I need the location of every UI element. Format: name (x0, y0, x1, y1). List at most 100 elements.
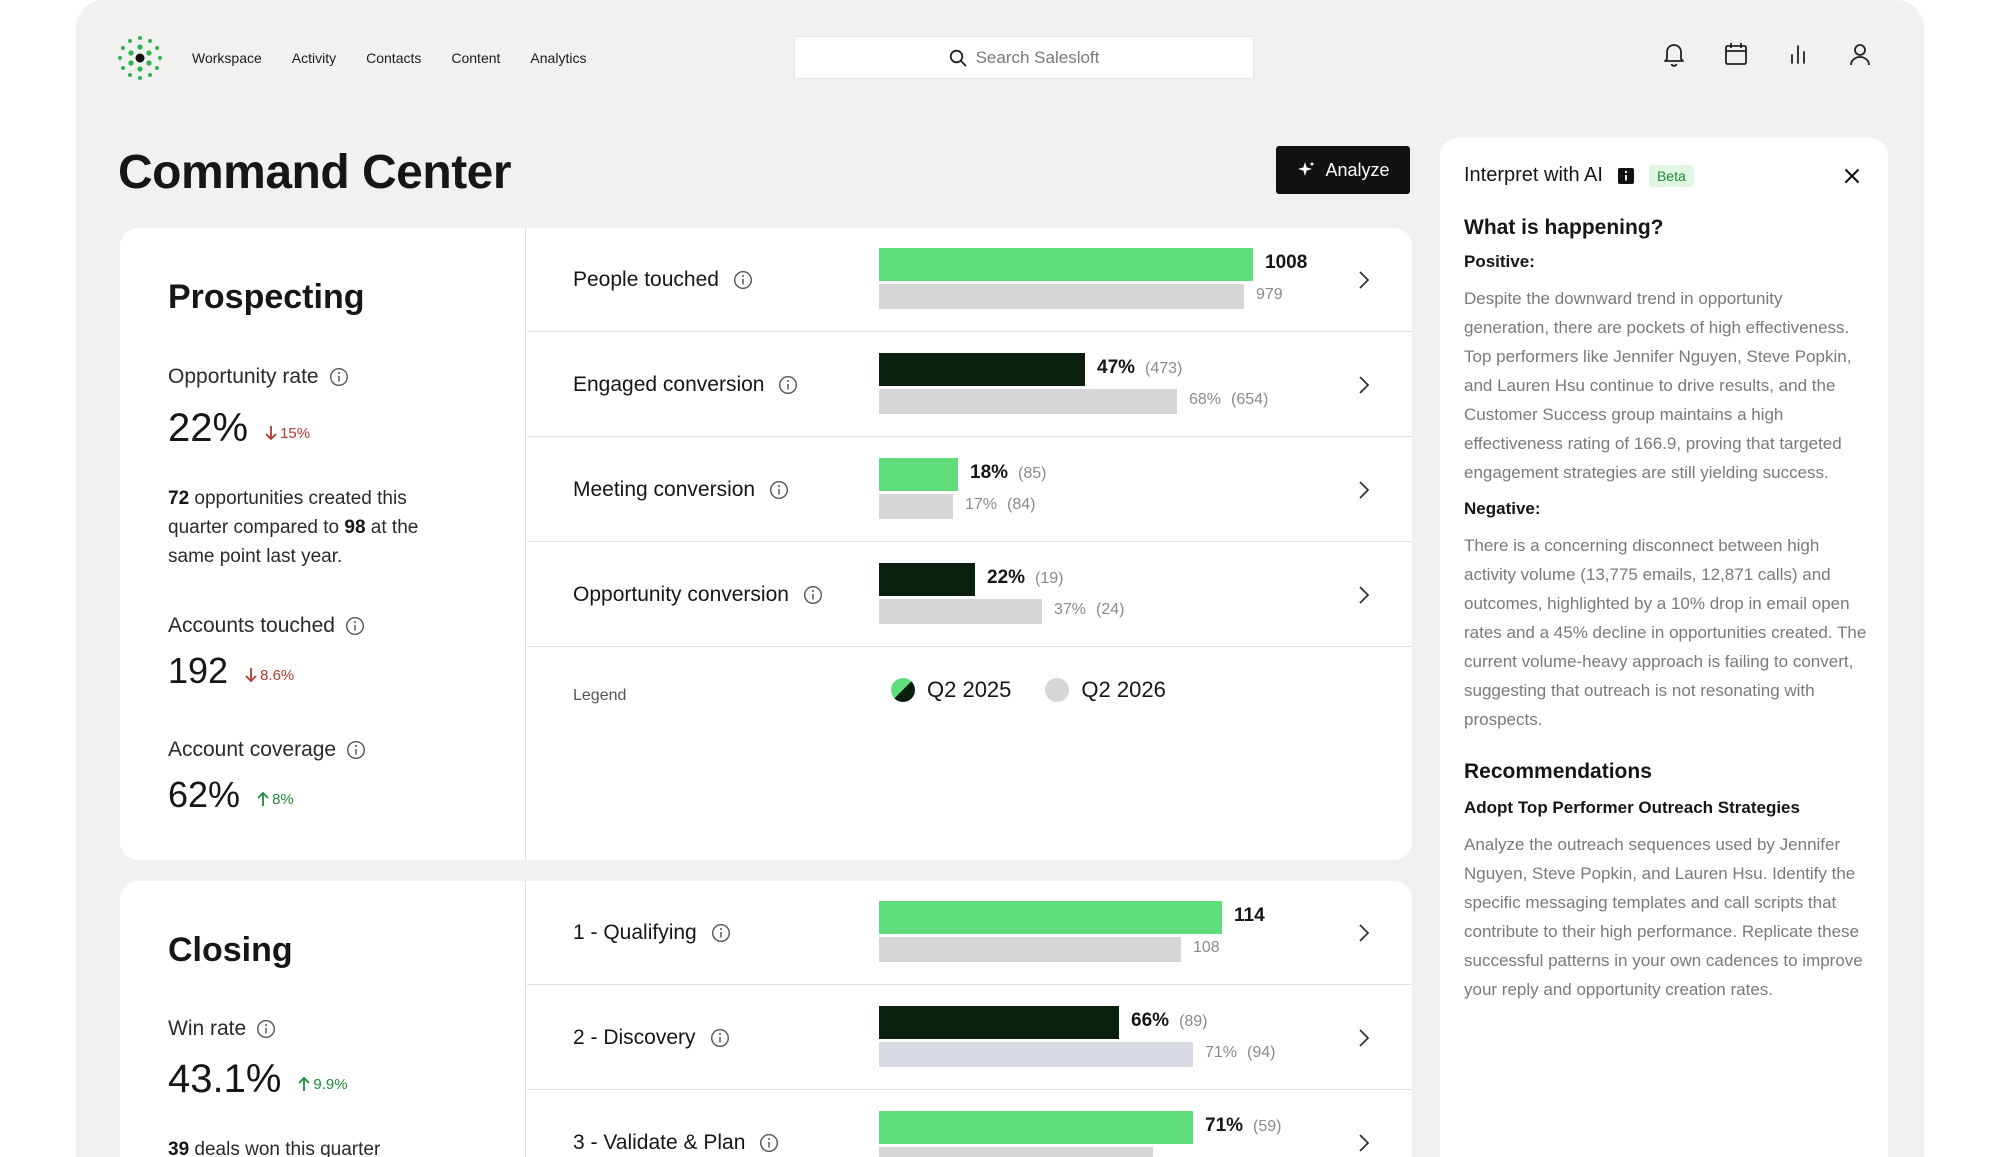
info-filled-icon[interactable] (1617, 167, 1635, 185)
ai-panel-body: What is happening? Positive: Despite the… (1464, 216, 1868, 1016)
legend: Legend Q2 2025 Q2 2026 (527, 645, 1412, 735)
info-icon[interactable] (256, 1019, 276, 1039)
salesloft-logo[interactable] (116, 34, 164, 82)
prospecting-title: Prospecting (168, 278, 365, 316)
current-bar (879, 353, 1085, 386)
positive-text: Despite the downward trend in opportunit… (1464, 289, 1852, 482)
closing-row[interactable]: 2 - Discovery 66% (89) 71% (94) (527, 986, 1412, 1090)
close-icon[interactable] (1842, 166, 1862, 186)
row-label: 3 - Validate & Plan (573, 1131, 779, 1155)
accounts-touched-delta: 8.6% (244, 667, 294, 684)
current-bar (879, 248, 1253, 281)
ai-panel: Interpret with AI Beta What is happening… (1440, 138, 1888, 1157)
info-icon[interactable] (803, 585, 823, 605)
nav-contacts[interactable]: Contacts (366, 50, 422, 66)
current-bar (879, 563, 975, 596)
sparkle-icon (1298, 161, 1315, 176)
chevron-right-icon[interactable] (1356, 1027, 1372, 1049)
beta-badge: Beta (1648, 164, 1694, 187)
info-icon[interactable] (769, 480, 789, 500)
positive-label: Positive: (1464, 252, 1535, 271)
info-icon[interactable] (711, 923, 731, 943)
ai-panel-title: Interpret with AI (1464, 164, 1603, 186)
previous-value: 68% (654) (1189, 391, 1269, 408)
arrow-down-icon (245, 668, 257, 683)
info-icon[interactable] (778, 375, 798, 395)
info-icon[interactable] (759, 1133, 779, 1153)
previous-bar (879, 494, 953, 519)
opportunity-rate-description: 72 opportunities created this quarter co… (168, 488, 419, 567)
closing-title: Closing (168, 931, 293, 969)
nav-workspace[interactable]: Workspace (192, 50, 262, 66)
legend-swatch (1045, 678, 1070, 702)
top-nav: Workspace Activity Contacts Content Anal… (192, 50, 586, 66)
closing-row[interactable]: 3 - Validate & Plan 71% (59) (527, 1091, 1412, 1157)
prospecting-row[interactable]: Meeting conversion 18% (85) 17% (84) (527, 438, 1412, 542)
prospecting-funnel: People touched 1008 979 Engaged conversion 4… (527, 228, 1412, 860)
previous-value: 37% (24) (1054, 601, 1125, 618)
info-icon[interactable] (710, 1028, 730, 1048)
user-icon[interactable] (1846, 40, 1874, 68)
account-coverage-label: Account coverage (168, 738, 366, 762)
account-coverage-delta: 8% (256, 791, 294, 808)
arrow-up-icon (257, 791, 269, 806)
info-icon[interactable] (733, 270, 753, 290)
negative-label: Negative: (1464, 499, 1541, 518)
chevron-right-icon[interactable] (1356, 584, 1372, 606)
opportunity-rate-delta: 15% (264, 425, 310, 442)
opportunity-rate-label: Opportunity rate (168, 365, 349, 389)
info-icon[interactable] (329, 367, 349, 387)
app-window: Workspace Activity Contacts Content Anal… (76, 0, 1924, 1157)
what-happening-heading: What is happening? (1464, 216, 1664, 239)
analyze-label: Analyze (1325, 159, 1390, 180)
chevron-right-icon[interactable] (1356, 1132, 1372, 1154)
row-label: Meeting conversion (573, 478, 789, 502)
row-label: Opportunity conversion (573, 583, 823, 607)
prospecting-row[interactable]: People touched 1008 979 (527, 228, 1412, 332)
current-value: 66% (89) (1131, 1010, 1208, 1031)
prospecting-row[interactable]: Opportunity conversion 22% (19) 37% (24) (527, 543, 1412, 647)
search-input[interactable]: Search Salesloft (794, 36, 1254, 79)
accounts-touched-value: 192 8.6% (168, 650, 295, 691)
win-rate-label: Win rate (168, 1017, 276, 1041)
previous-bar (879, 284, 1244, 309)
current-value: 18% (85) (970, 462, 1047, 483)
search-icon (949, 49, 966, 66)
nav-content[interactable]: Content (451, 50, 501, 66)
closing-card: Closing Win rate 43.1% 9.9% 39 deals won… (120, 881, 1412, 1157)
previous-value: 71% (94) (1205, 1044, 1276, 1061)
closing-summary: Closing Win rate 43.1% 9.9% 39 deals won… (120, 881, 526, 1157)
chevron-right-icon[interactable] (1356, 922, 1372, 944)
chevron-right-icon[interactable] (1356, 269, 1372, 291)
recommendation-text: Analyze the outreach sequences used by J… (1464, 835, 1863, 999)
analyze-button[interactable]: Analyze (1276, 146, 1410, 194)
current-bar (879, 458, 958, 491)
info-icon[interactable] (346, 740, 366, 760)
bell-icon[interactable] (1660, 40, 1688, 68)
current-value: 47% (473) (1097, 357, 1183, 378)
bar-chart-icon[interactable] (1784, 40, 1812, 68)
chevron-right-icon[interactable] (1356, 374, 1372, 396)
previous-bar (879, 937, 1181, 962)
recommendation-title: Adopt Top Performer Outreach Strategies (1464, 798, 1800, 817)
nav-activity[interactable]: Activity (291, 50, 337, 66)
negative-text: There is a concerning disconnect between… (1464, 536, 1867, 729)
chevron-right-icon[interactable] (1356, 479, 1372, 501)
previous-value: 979 (1256, 286, 1283, 303)
current-value: 22% (19) (987, 567, 1064, 588)
win-rate-delta: 9.9% (297, 1076, 348, 1093)
previous-bar (879, 1147, 1153, 1157)
legend-swatch (891, 678, 915, 702)
closing-row[interactable]: 1 - Qualifying 114 108 (527, 881, 1412, 985)
prospecting-card: Prospecting Opportunity rate 22% 15% 72 … (120, 228, 1412, 860)
calendar-icon[interactable] (1722, 40, 1750, 68)
legend-item-q2-2026[interactable]: Q2 2026 (1045, 677, 1166, 703)
prospecting-row[interactable]: Engaged conversion 47% (473) 68% (654) (527, 333, 1412, 437)
info-icon[interactable] (345, 616, 365, 636)
win-rate-value: 43.1% 9.9% (168, 1057, 348, 1101)
nav-analytics[interactable]: Analytics (530, 50, 587, 66)
legend-item-q2-2025[interactable]: Q2 2025 (891, 677, 1011, 703)
current-bar (879, 901, 1222, 934)
search-placeholder: Search Salesloft (975, 47, 1100, 67)
current-value: 114 (1234, 905, 1265, 926)
